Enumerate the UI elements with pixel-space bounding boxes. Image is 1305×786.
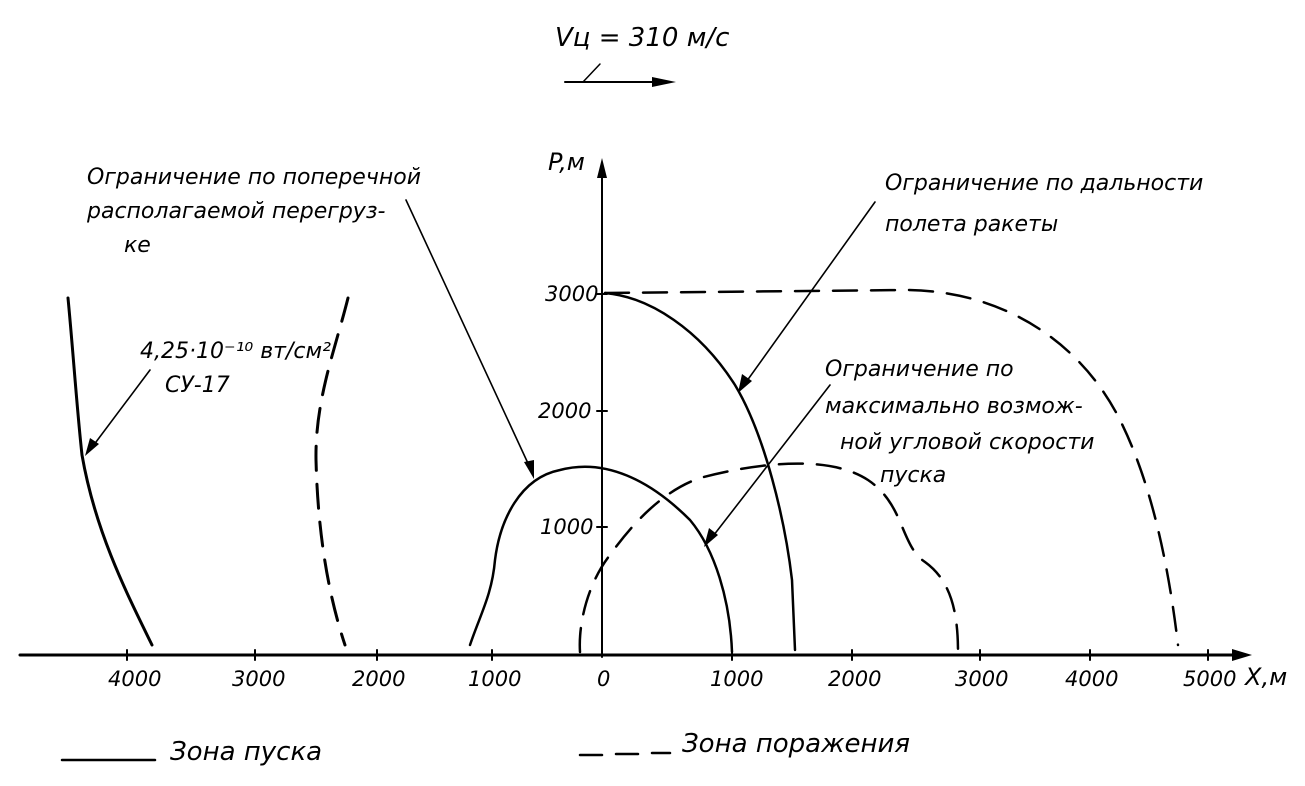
x-tick-label: 2000 <box>828 667 881 691</box>
x-tick-label: 5000 <box>1183 667 1236 691</box>
note-target-leader <box>89 369 151 451</box>
note-angular-rate-line-1: Ограничение по <box>825 357 1014 382</box>
note-transverse-overload-arrowhead <box>524 460 534 479</box>
x-tick-label: 3000 <box>232 667 285 691</box>
note-angular-rate-line-4: пуска <box>880 463 946 488</box>
y-axis-arrow-icon <box>597 158 607 178</box>
x-tick-label: 3000 <box>955 667 1008 691</box>
x-axis-label: X,м <box>1243 663 1287 691</box>
note-angular-rate-line-3: ной угловой скорости <box>840 430 1094 455</box>
legend-launch-zone-label: Зона пуска <box>170 737 322 767</box>
note-angular-rate-line-2: максимально возмож- <box>825 394 1083 419</box>
launch-zone-boundary-overload <box>468 465 734 654</box>
note-flight-range-line-2: полета ракеты <box>885 212 1058 237</box>
y-tick-label: 2000 <box>538 399 591 423</box>
kill-zone-boundary-target <box>314 296 350 647</box>
note-angular-rate-leader <box>709 384 831 541</box>
note-transverse-overload-leader <box>405 199 533 473</box>
x-axis-arrow-icon <box>1232 649 1252 661</box>
note-flight-range-arrowhead <box>738 374 752 393</box>
velocity-arrow-head <box>652 77 676 87</box>
x-tick-label: 4000 <box>108 667 161 691</box>
y-tick-label: 3000 <box>545 282 598 306</box>
note-transverse-overload-line-1: Ограничение по поперечной <box>87 165 421 190</box>
x-tick-label: 1000 <box>468 667 521 691</box>
velocity-label-leader <box>582 63 601 83</box>
velocity-label: Vц = 310 м/c <box>555 23 729 53</box>
note-flight-range-leader <box>743 201 876 386</box>
launch-zone-boundary-target <box>66 296 154 647</box>
y-tick-label: 1000 <box>540 515 593 539</box>
note-target-irradiance: 4,25·10⁻¹⁰ вт/см² <box>140 339 331 364</box>
launch-zone-boundary-range <box>603 291 797 652</box>
x-tick-label: 0 <box>597 667 610 691</box>
y-axis-label: P,м <box>548 148 585 176</box>
note-target-type: СУ-17 <box>165 373 230 398</box>
x-tick-label: 1000 <box>710 667 763 691</box>
legend-kill-zone-label: Зона поражения <box>682 729 910 759</box>
x-tick-label: 4000 <box>1065 667 1118 691</box>
x-tick-label: 2000 <box>352 667 405 691</box>
note-transverse-overload-line-2: располагаемой перегруз- <box>86 199 386 224</box>
note-angular-rate-arrowhead <box>704 528 718 547</box>
note-flight-range-line-1: Ограничение по дальности <box>885 171 1203 196</box>
note-target-arrowhead <box>85 438 99 456</box>
note-transverse-overload-line-3: ке <box>124 233 151 258</box>
kill-zone-boundary-angular <box>578 462 960 654</box>
